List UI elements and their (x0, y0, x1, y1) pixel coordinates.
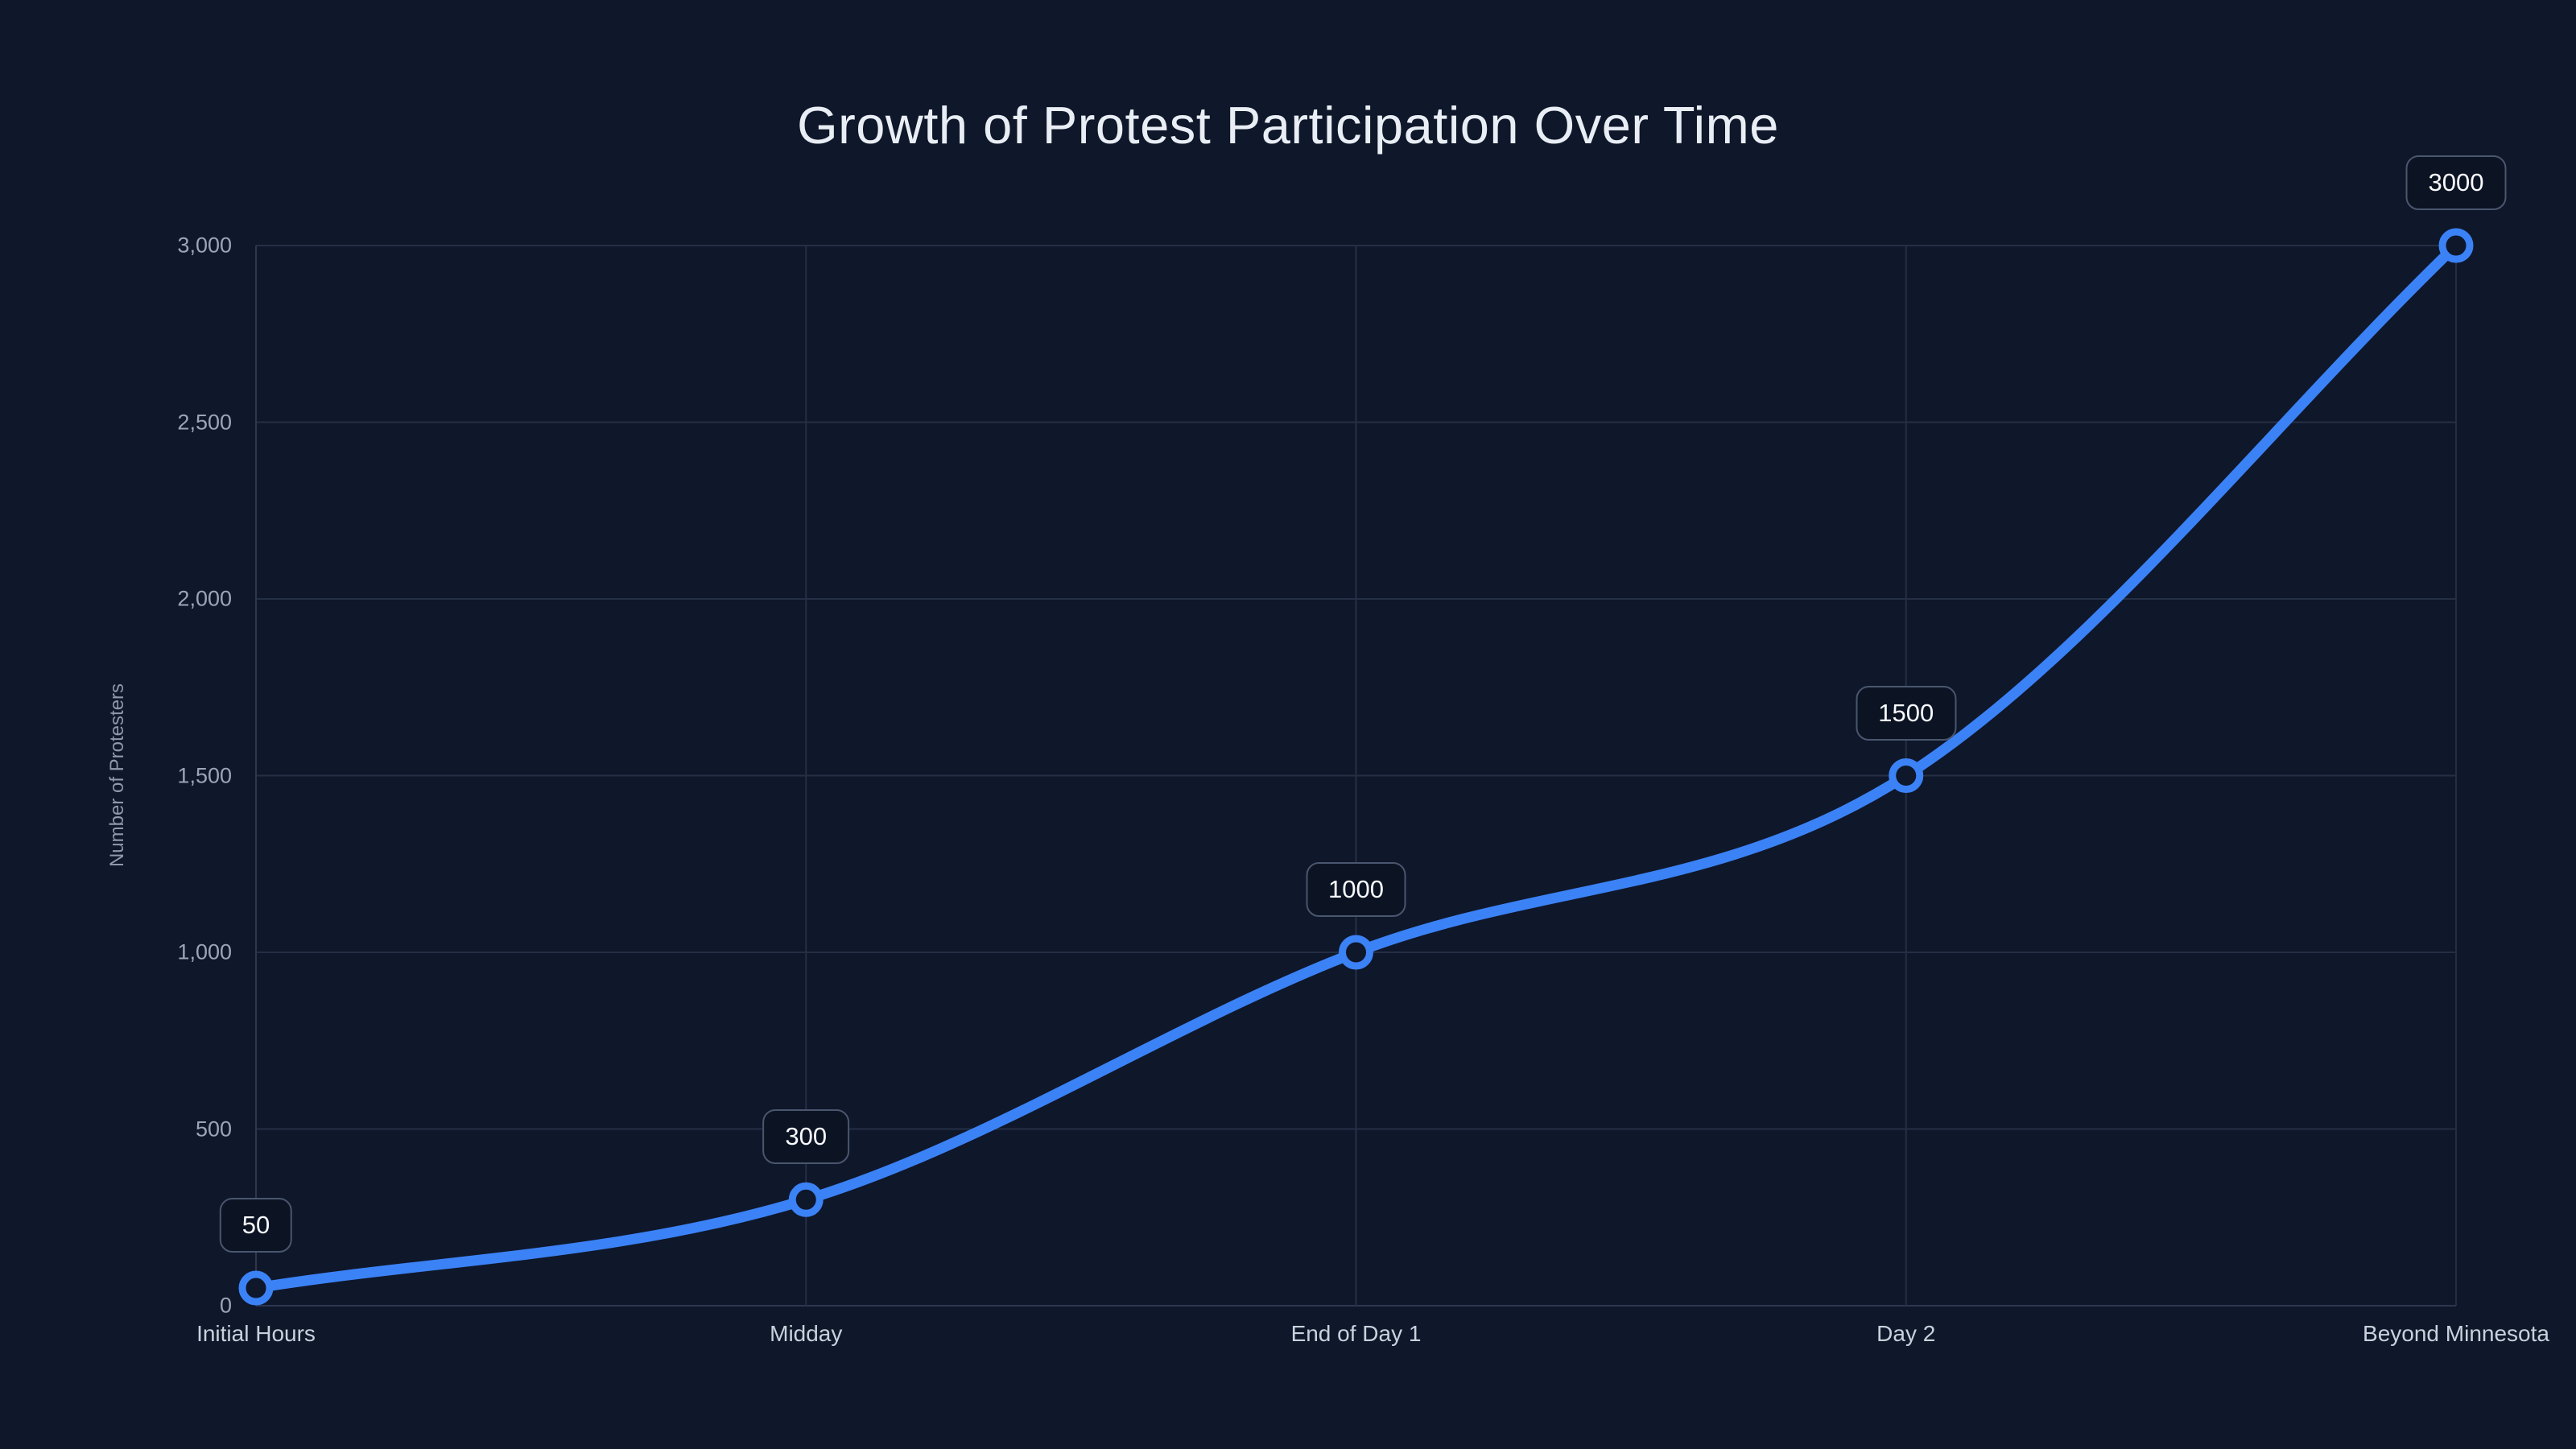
series-line (250, 240, 2462, 1294)
data-point-label: 1000 (1306, 862, 1406, 917)
y-tick-label: 0 (219, 1293, 232, 1318)
y-tick-label: 2,500 (177, 410, 232, 434)
data-point-marker[interactable] (1339, 935, 1373, 970)
x-tick-label: Midday (770, 1321, 843, 1346)
data-point-marker[interactable] (2438, 228, 2474, 263)
data-point-marker[interactable] (1889, 758, 1924, 793)
data-point-label: 3000 (2405, 155, 2507, 210)
y-tick-label: 1,000 (177, 939, 232, 964)
y-tick-label: 2,000 (177, 586, 232, 611)
y-tick-label: 1,500 (177, 763, 232, 787)
x-tick-label: Beyond Minnesota (2363, 1321, 2549, 1346)
data-point-label: 50 (219, 1198, 293, 1253)
x-tick-label: Day 2 (1876, 1321, 1936, 1346)
x-tick-label: End of Day 1 (1290, 1321, 1422, 1346)
data-point-label: 300 (762, 1109, 850, 1165)
y-tick-label: 3,000 (177, 233, 232, 258)
chart-title: Growth of Protest Participation Over Tim… (797, 96, 1779, 155)
data-point-marker[interactable] (788, 1182, 824, 1217)
y-tick-label: 500 (195, 1117, 232, 1141)
data-point-marker[interactable] (238, 1270, 274, 1306)
x-tick-label: Initial Hours (196, 1321, 316, 1346)
data-point-label: 1500 (1856, 685, 1957, 741)
